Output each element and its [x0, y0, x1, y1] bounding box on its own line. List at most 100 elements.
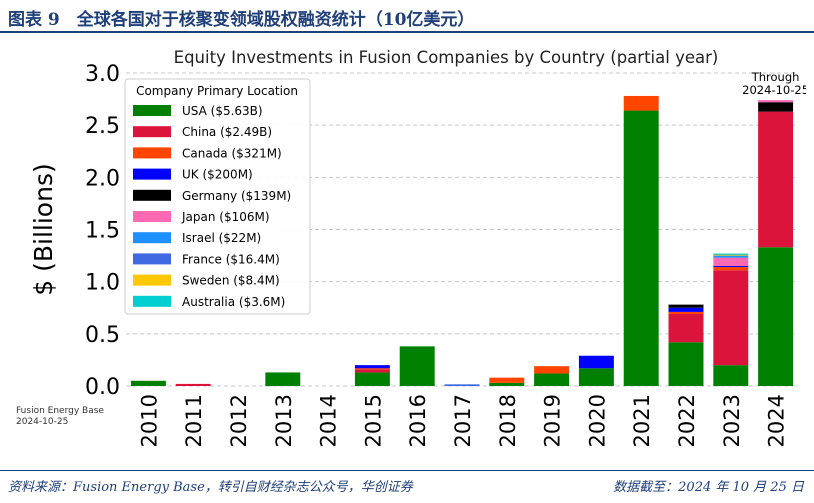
legend-swatch	[133, 147, 171, 159]
legend-swatch	[133, 253, 171, 265]
x-tick-label: 2019	[541, 394, 565, 447]
y-tick-label: 1.0	[85, 271, 120, 296]
chart-title: Equity Investments in Fusion Companies b…	[174, 48, 719, 67]
legend-label: Israel ($22M)	[182, 231, 261, 245]
report-title: 图表 9 全球各国对于核聚变领域股权融资统计（10亿美元）	[8, 10, 475, 30]
y-tick-label: 0.0	[85, 375, 120, 400]
x-tick-label: 2020	[585, 394, 609, 447]
bar-stack-2011	[175, 383, 211, 386]
x-tick-label: 2010	[137, 394, 161, 447]
bar-segment	[713, 365, 749, 386]
bar-segment	[758, 102, 794, 112]
bar-segment	[578, 368, 614, 386]
y-tick-label: 1.5	[85, 219, 120, 244]
legend-items: USA ($5.63B) China ($2.49B) Canada ($321M)…	[133, 104, 291, 309]
bar-segment	[399, 346, 435, 386]
legend: Company Primary Location USA ($5.63B) Chi…	[124, 78, 311, 315]
bar-stack-2018	[489, 377, 525, 386]
bar-stack-2023	[713, 253, 749, 386]
bar-segment	[623, 110, 659, 386]
legend-label: China ($2.49B)	[182, 125, 272, 139]
bar-stack-2013	[265, 372, 301, 386]
y-ticks: 0.0 0.5 1.0 1.5 2.0 2.5 3.0	[85, 62, 120, 400]
legend-box	[124, 78, 311, 315]
legend-swatch	[133, 232, 171, 244]
title-divider	[0, 31, 814, 33]
bar-segment	[668, 311, 704, 315]
legend-swatch	[133, 274, 171, 286]
legend-label: Japan ($106M)	[181, 210, 270, 224]
legend-swatch	[133, 295, 171, 307]
legend-swatch	[133, 126, 171, 138]
legend-swatch	[133, 168, 171, 180]
bar-segment	[758, 247, 794, 386]
x-tick-label: 2014	[317, 394, 341, 447]
bar-segment	[354, 369, 390, 373]
legend-swatch	[133, 211, 171, 222]
bar-segment	[534, 366, 570, 374]
bar-segment	[758, 111, 794, 248]
bar-segment	[130, 380, 166, 386]
bar-segment	[713, 257, 749, 267]
x-tick-label: 2018	[496, 394, 520, 447]
y-tick-label: 3.0	[85, 62, 120, 87]
legend-label: Australia ($3.6M)	[182, 295, 285, 309]
footer-date: 数据截至：2024 年 10 月 25 日	[613, 480, 804, 495]
bar-stack-2020	[578, 355, 614, 386]
bar-segment	[534, 373, 570, 386]
legend-label: Germany ($139M)	[182, 189, 291, 203]
bar-stack-2015	[354, 365, 390, 386]
x-tick-label: 2013	[272, 394, 296, 447]
bar-segment	[489, 382, 525, 386]
chart-frame: Equity Investments in Fusion Companies b…	[8, 37, 809, 468]
credit-line: Fusion Energy Base	[16, 406, 104, 416]
bar-stack-2010	[130, 380, 166, 386]
legend-title: Company Primary Location	[136, 84, 298, 98]
credit-line: 2024-10-25	[16, 417, 68, 427]
legend-swatch	[133, 189, 171, 201]
bar-stack-2017	[444, 384, 480, 386]
legend-swatch	[133, 105, 171, 116]
bar-segment	[265, 372, 301, 386]
x-tick-label: 2016	[406, 394, 430, 447]
y-tick-label: 0.5	[85, 323, 120, 348]
stacked-bar-chart: Equity Investments in Fusion Companies b…	[8, 37, 809, 468]
annotation-text: Through	[751, 70, 800, 84]
bar-segment	[354, 368, 390, 370]
legend-label: Sweden ($8.4M)	[182, 274, 280, 288]
bar-stack-2019	[534, 366, 570, 386]
legend-label: UK ($200M)	[182, 168, 253, 182]
x-tick-label: 2021	[630, 394, 654, 447]
legend-label: France ($16.4M)	[182, 252, 280, 266]
bar-segment	[623, 95, 659, 111]
x-ticks: 2010 2011 2012 2013 2014 2015 2016 2017 2018 2019…	[137, 394, 788, 447]
bar-segment	[668, 307, 704, 312]
bar-stack-2021	[623, 95, 659, 386]
bar-segment	[713, 265, 749, 268]
bar-segment	[175, 383, 211, 386]
x-tick-label: 2017	[451, 394, 475, 447]
bar-segment	[758, 100, 794, 103]
y-tick-label: 2.5	[85, 114, 120, 139]
annotation-text: 2024-10-25	[742, 83, 806, 97]
bars	[130, 95, 794, 386]
bar-segment	[354, 365, 390, 369]
footer-source: 资料来源：Fusion Energy Base，转引自财经杂志公众号，华创证券	[8, 480, 413, 495]
x-tick-label: 2012	[227, 394, 251, 447]
bar-segment	[668, 342, 704, 386]
x-tick-label: 2023	[720, 394, 744, 447]
x-tick-label: 2011	[182, 394, 206, 447]
y-axis-label: $ (Billions)	[29, 163, 58, 295]
legend-label: USA ($5.63B)	[182, 104, 263, 118]
bar-segment	[713, 253, 749, 255]
bar-stack-2016	[399, 346, 435, 386]
bar-segment	[713, 270, 749, 366]
bar-segment	[578, 355, 614, 369]
bar-segment	[713, 267, 749, 271]
bar-segment	[354, 372, 390, 386]
x-tick-label: 2015	[361, 394, 385, 447]
footer-divider	[0, 470, 814, 471]
bar-segment	[668, 314, 704, 343]
